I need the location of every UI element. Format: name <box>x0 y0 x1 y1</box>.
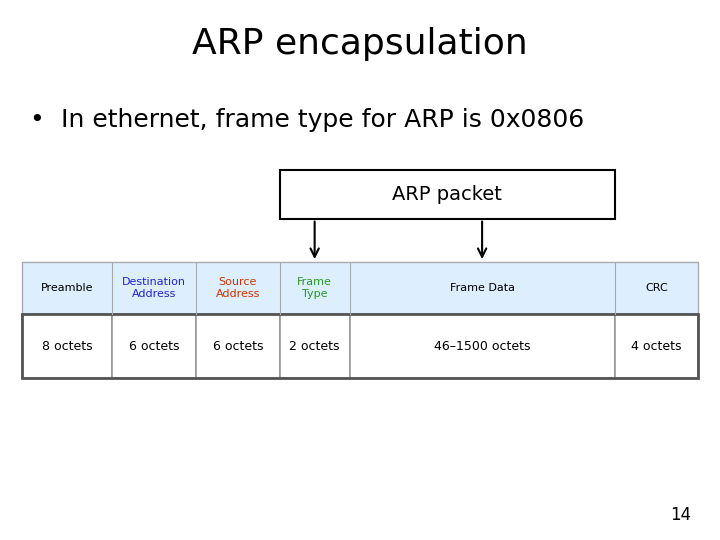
Text: 6 octets: 6 octets <box>212 340 263 353</box>
Text: CRC: CRC <box>645 283 668 293</box>
Bar <box>22 262 698 378</box>
Text: 6 octets: 6 octets <box>129 340 179 353</box>
Text: 8 octets: 8 octets <box>42 340 92 353</box>
Text: Source
Address: Source Address <box>216 277 260 299</box>
Text: ARP encapsulation: ARP encapsulation <box>192 27 528 61</box>
Bar <box>280 170 615 219</box>
Bar <box>349 314 615 378</box>
Bar <box>615 314 698 378</box>
Bar <box>112 314 196 378</box>
Text: ARP packet: ARP packet <box>392 185 502 204</box>
Text: 14: 14 <box>670 506 691 524</box>
Bar <box>22 314 112 378</box>
Text: Frame Data: Frame Data <box>449 283 515 293</box>
Bar <box>196 314 280 378</box>
Text: Frame
Type: Frame Type <box>297 277 332 299</box>
Text: In ethernet, frame type for ARP is 0x0806: In ethernet, frame type for ARP is 0x080… <box>61 108 585 132</box>
Bar <box>280 314 349 378</box>
Text: 46–1500 octets: 46–1500 octets <box>434 340 531 353</box>
Text: 4 octets: 4 octets <box>631 340 682 353</box>
Text: Preamble: Preamble <box>41 283 93 293</box>
Text: •: • <box>29 108 43 132</box>
Text: Destination
Address: Destination Address <box>122 277 186 299</box>
Bar <box>22 314 698 378</box>
Text: 2 octets: 2 octets <box>289 340 340 353</box>
